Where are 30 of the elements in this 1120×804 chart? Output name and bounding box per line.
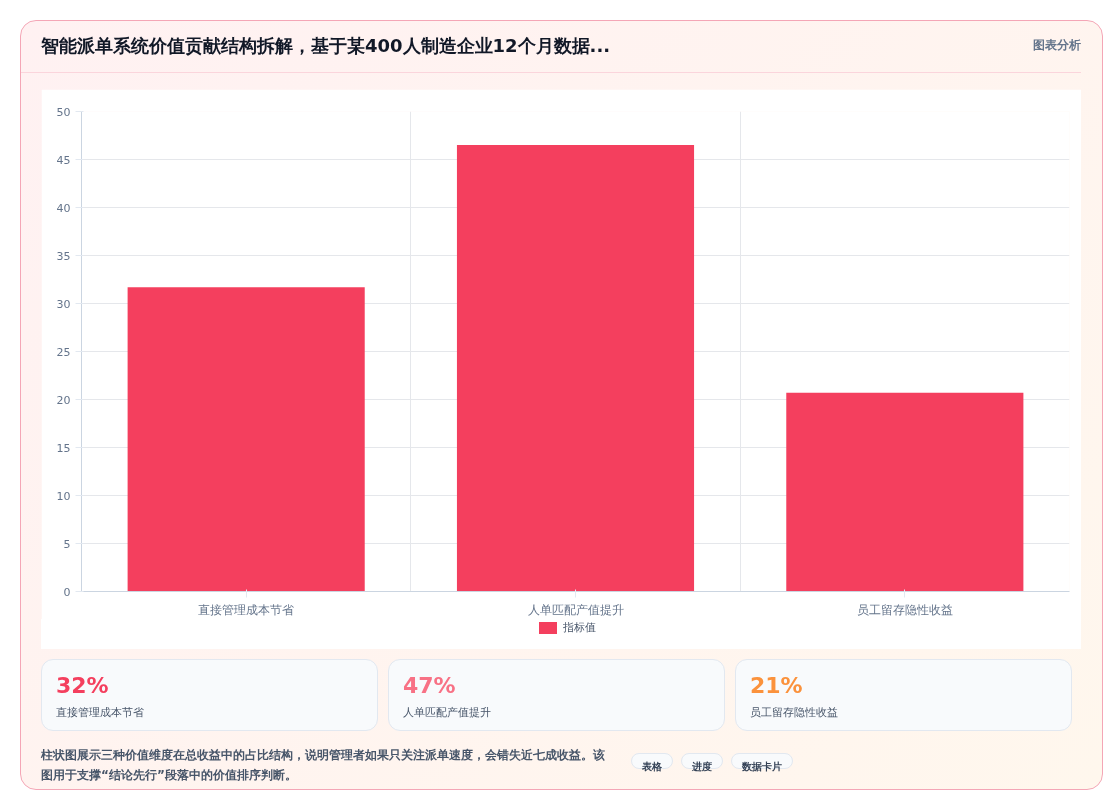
legend-label: 指标值 [562, 621, 596, 635]
text: 进度 [692, 760, 712, 774]
text: 直接管理成本节省 [56, 705, 144, 722]
text: 柱状图展示三种价值维度在总收益中的占比结构，说明管理者如果只关注派单速度，会错失近七成收益。该图用于支撑“结论先行”段落中的价值排序判断。 [41, 747, 606, 784]
bar [786, 392, 1024, 592]
x-tick-label: 直接管理成本节省 [198, 602, 295, 617]
y-tick-label: 25 [56, 345, 71, 359]
x-tick-label: 员工留存隐性收益 [856, 602, 953, 617]
y-tick-label: 50 [56, 105, 71, 119]
text: 21% [750, 672, 804, 700]
y-tick-label: 40 [56, 201, 71, 215]
x-tick-label: 人单匹配产值提升 [527, 602, 624, 617]
text: 表格 [642, 760, 662, 774]
text: 员工留存隐性收益 [750, 705, 838, 722]
text: 图表分析 [1033, 37, 1081, 55]
y-tick-label: 0 [63, 585, 71, 599]
bar [127, 287, 365, 592]
bar [456, 145, 695, 592]
y-tick-label: 10 [56, 489, 71, 503]
y-tick-label: 15 [56, 441, 71, 455]
text: 人单匹配产值提升 [403, 705, 491, 722]
text: 数据卡片 [742, 760, 782, 774]
chart-title: 智能派单系统价值贡献结构拆解，基于某400人制造企业12个月数据... [41, 34, 611, 58]
y-tick-label: 5 [63, 537, 71, 551]
y-tick-label: 30 [56, 297, 71, 311]
y-tick-label: 20 [56, 393, 71, 407]
text: 32% [56, 672, 110, 700]
y-tick-label: 45 [56, 153, 71, 167]
y-tick-label: 35 [56, 249, 71, 263]
text: 47% [403, 672, 457, 700]
